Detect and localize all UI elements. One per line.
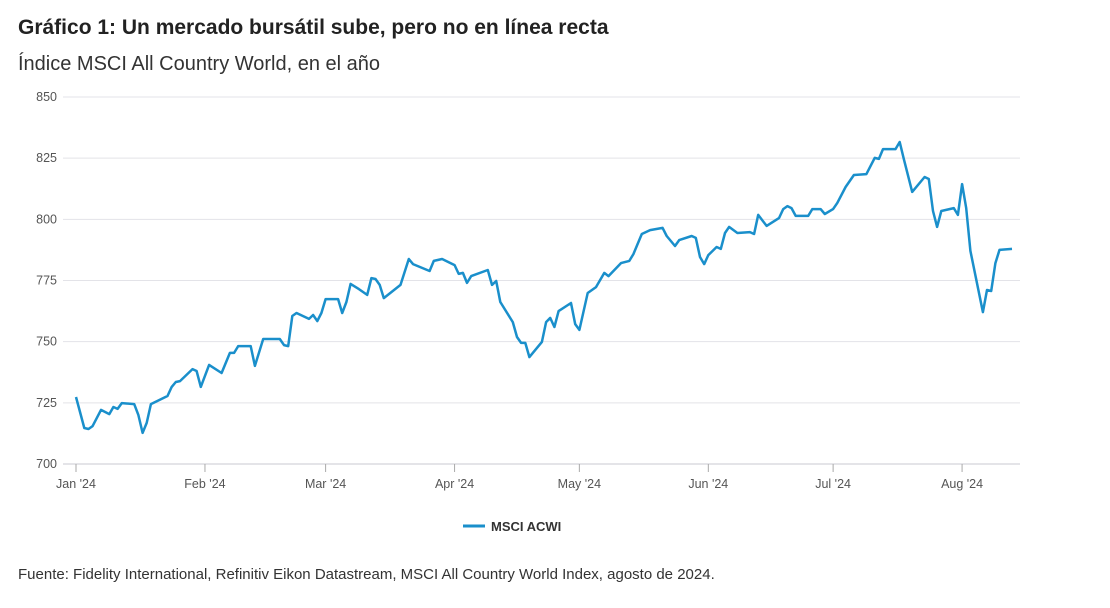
x-tick-label: Mar '24 [305,477,346,491]
chart-title: Gráfico 1: Un mercado bursátil sube, per… [18,16,609,39]
x-tick-label: Jan '24 [56,477,96,491]
y-tick-label: 750 [36,335,57,349]
legend[interactable]: MSCI ACWI [463,519,561,534]
x-tick-label: May '24 [558,477,601,491]
series-line-msci-acwi [74,140,1013,435]
x-tick-label: Feb '24 [184,477,225,491]
gridlines [63,96,1020,465]
x-tick-label: Jul '24 [815,477,851,491]
y-axis: 700 725 750 775 800 825 850 [36,90,57,471]
x-axis: Jan '24 Feb '24 Mar '24 Apr '24 May '24 Jun '… [56,464,983,491]
y-tick-label: 850 [36,90,57,104]
y-tick-label: 725 [36,396,57,410]
source-note: Fuente: Fidelity International, Refiniti… [18,566,715,583]
y-tick-label: 775 [36,274,57,288]
series-lines [74,140,1013,435]
y-tick-label: 800 [36,212,57,226]
y-tick-label: 700 [36,457,57,471]
legend-label: MSCI ACWI [491,519,561,534]
y-tick-label: 825 [36,151,57,165]
x-tick-label: Jun '24 [688,477,728,491]
x-tick-label: Aug '24 [941,477,983,491]
x-tick-label: Apr '24 [435,477,474,491]
chart-subtitle: Índice MSCI All Country World, en el año [18,53,381,75]
